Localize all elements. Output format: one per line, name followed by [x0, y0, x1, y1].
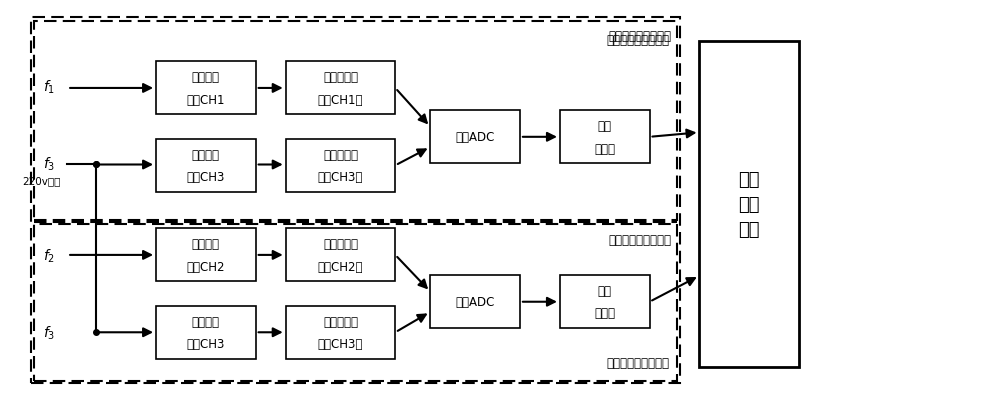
Text: 220v市电: 220v市电	[22, 176, 60, 186]
Text: $f_1$: $f_1$	[43, 79, 55, 96]
Text: 号调理电路: 号调理电路	[323, 71, 358, 84]
Text: 取样电路: 取样电路	[192, 238, 220, 251]
FancyBboxPatch shape	[286, 229, 395, 282]
Text: 通道CH2: 通道CH2	[187, 260, 225, 273]
Text: 取样电路: 取样电路	[192, 315, 220, 328]
Text: 号调理电路: 号调理电路	[323, 148, 358, 161]
FancyBboxPatch shape	[156, 306, 256, 359]
Text: 第一双通道测量单元: 第一双通道测量单元	[609, 30, 672, 43]
Text: $f_3$: $f_3$	[43, 155, 55, 173]
FancyBboxPatch shape	[156, 62, 256, 115]
Text: 模块: 模块	[598, 284, 612, 297]
Text: 取样电路: 取样电路	[192, 71, 220, 84]
Text: $f_3$: $f_3$	[43, 324, 55, 341]
Text: 号调理电路: 号调理电路	[323, 238, 358, 251]
Text: 通道CH3: 通道CH3	[187, 337, 225, 350]
Text: $f_2$: $f_2$	[43, 247, 55, 264]
FancyBboxPatch shape	[156, 229, 256, 282]
FancyBboxPatch shape	[156, 139, 256, 192]
Text: 处理器: 处理器	[594, 142, 615, 155]
FancyBboxPatch shape	[286, 139, 395, 192]
Text: 通道CH2信: 通道CH2信	[318, 260, 363, 273]
Text: 模块: 模块	[598, 120, 612, 133]
Text: 通道CH3: 通道CH3	[187, 171, 225, 184]
FancyBboxPatch shape	[560, 276, 650, 328]
Text: 第一双通道测量单元: 第一双通道测量单元	[607, 34, 670, 47]
Text: 通道CH1: 通道CH1	[187, 93, 225, 106]
Text: 同步ADC: 同步ADC	[455, 131, 495, 144]
Text: 主处
理器
模块: 主处 理器 模块	[739, 171, 760, 238]
Text: 通道CH3信: 通道CH3信	[318, 171, 363, 184]
FancyBboxPatch shape	[430, 111, 520, 164]
Text: 同步ADC: 同步ADC	[455, 296, 495, 308]
Text: 通道CH1信: 通道CH1信	[318, 93, 363, 106]
Text: 第二双通道测量单元: 第二双通道测量单元	[607, 356, 670, 369]
Text: 处理器: 处理器	[594, 307, 615, 320]
Text: 号调理电路: 号调理电路	[323, 315, 358, 328]
FancyBboxPatch shape	[286, 62, 395, 115]
Text: 通道CH3信: 通道CH3信	[318, 337, 363, 350]
FancyBboxPatch shape	[430, 276, 520, 328]
FancyBboxPatch shape	[560, 111, 650, 164]
FancyBboxPatch shape	[286, 306, 395, 359]
Text: 第二双通道测量单元: 第二双通道测量单元	[609, 233, 672, 246]
FancyBboxPatch shape	[699, 42, 799, 367]
Text: 取样电路: 取样电路	[192, 148, 220, 161]
